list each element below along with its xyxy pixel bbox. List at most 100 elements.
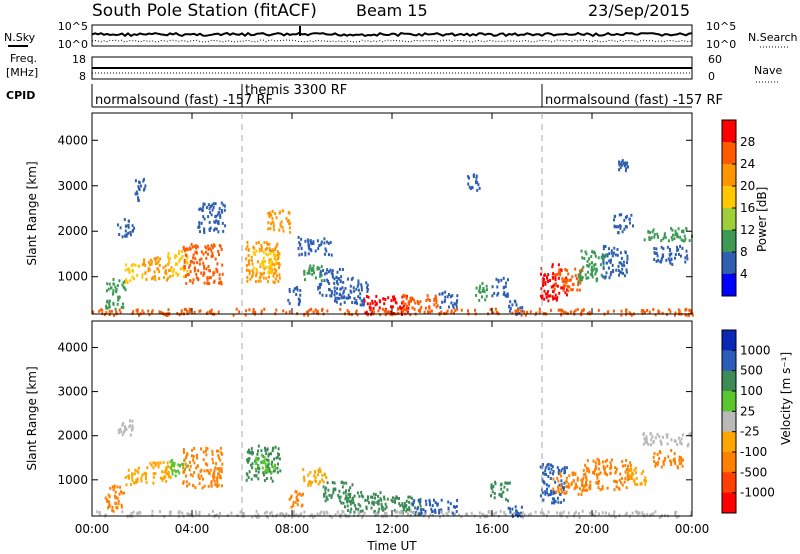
echo-cell xyxy=(381,307,384,311)
echo-region-12 xyxy=(287,286,302,307)
echo-cell xyxy=(410,509,412,513)
echo-cell xyxy=(663,232,666,236)
colorbar-cell xyxy=(722,330,736,351)
echo-cell xyxy=(218,207,221,211)
colorbar-tick-label: 12 xyxy=(740,223,755,237)
echo-cell xyxy=(383,309,386,313)
echo-cell xyxy=(121,510,124,514)
echo-cell xyxy=(610,465,613,469)
echo-cell xyxy=(655,251,658,255)
echo-cell xyxy=(521,309,524,313)
echo-cell xyxy=(192,455,195,459)
echo-cell xyxy=(647,442,650,446)
echo-cell xyxy=(605,511,607,515)
echo-cell xyxy=(169,476,172,479)
echo-cell xyxy=(662,237,665,241)
echo-cell xyxy=(159,461,162,465)
echo-cell xyxy=(219,476,222,479)
echo-cell xyxy=(262,459,265,463)
echo-cell xyxy=(436,304,439,308)
echo-cell xyxy=(123,218,126,222)
echo-cell xyxy=(476,188,479,192)
echo-cell xyxy=(644,310,646,314)
colorbar-frame xyxy=(721,329,737,514)
echo-cell xyxy=(547,475,550,478)
echo-cell xyxy=(647,230,650,234)
echo-cell xyxy=(153,270,156,274)
echo-cell xyxy=(135,478,138,482)
echo-cell xyxy=(198,225,201,229)
echo-cell xyxy=(213,228,216,232)
echo-cell xyxy=(114,501,117,505)
y-tick-label: 4000 xyxy=(57,340,88,354)
echo-cell xyxy=(608,252,611,256)
echo-cell xyxy=(256,260,259,264)
echo-cell xyxy=(652,439,655,443)
echo-cell xyxy=(266,468,269,472)
echo-cell xyxy=(317,469,320,472)
echo-cell xyxy=(475,293,478,297)
echo-cell xyxy=(92,310,95,314)
echo-cell xyxy=(263,511,266,515)
echo-cell xyxy=(265,477,268,481)
echo-cell xyxy=(562,286,565,290)
echo-cell xyxy=(313,470,316,473)
echo-cell xyxy=(684,256,687,260)
echo-cell xyxy=(561,309,563,313)
echo-cell xyxy=(121,491,124,495)
echo-cell xyxy=(261,461,264,465)
echo-cell xyxy=(208,282,211,286)
echo-cell xyxy=(335,280,338,284)
echo-cell xyxy=(202,264,205,268)
echo-cell xyxy=(668,259,671,263)
echo-cell xyxy=(626,478,629,482)
echo-cell xyxy=(481,282,484,285)
echo-cell xyxy=(177,252,180,255)
echo-cell xyxy=(552,272,555,276)
echo-cell xyxy=(244,313,247,317)
cpid-segment-1: normalsound (fast) -157 RF xyxy=(95,93,273,108)
echo-cell xyxy=(287,219,290,223)
echo-cell xyxy=(649,237,652,241)
echo-cell xyxy=(193,447,196,450)
echo-cell xyxy=(323,272,326,276)
echo-cell xyxy=(595,473,598,477)
echo-cell xyxy=(210,249,213,253)
echo-cell xyxy=(660,465,663,469)
echo-cell xyxy=(328,288,330,291)
echo-cell xyxy=(307,244,310,248)
echo-cell xyxy=(208,513,211,517)
echo-cell xyxy=(266,470,269,474)
echo-cell xyxy=(655,461,657,465)
echo-cell xyxy=(447,510,450,513)
echo-cell xyxy=(404,502,406,506)
echo-cell xyxy=(441,300,444,304)
echo-cell xyxy=(590,268,593,272)
echo-cell xyxy=(621,230,624,234)
echo-cell xyxy=(574,274,577,278)
echo-cell xyxy=(138,313,140,317)
echo-cell xyxy=(560,500,563,504)
echo-cell xyxy=(141,309,144,313)
echo-cell xyxy=(187,272,190,276)
echo-cell xyxy=(559,471,562,475)
echo-cell xyxy=(620,481,623,485)
echo-cell xyxy=(129,233,132,237)
echo-cell xyxy=(349,510,352,514)
echo-cell xyxy=(504,285,507,289)
nave-tick-bottom: 0 xyxy=(708,70,715,83)
echo-cell xyxy=(561,277,564,281)
colorbar-tick-label: -500 xyxy=(740,465,767,479)
echo-cell xyxy=(315,311,318,315)
echo-cell xyxy=(350,507,353,511)
echo-cell xyxy=(338,489,341,493)
echo-cell xyxy=(431,510,433,513)
echo-cell xyxy=(254,280,257,283)
echo-cell xyxy=(174,474,177,478)
echo-cell xyxy=(170,266,173,270)
echo-region-8 xyxy=(254,453,277,474)
echo-cell xyxy=(453,311,455,315)
echo-cell xyxy=(188,460,191,464)
echo-cell xyxy=(620,160,623,164)
echo-cell xyxy=(394,297,397,301)
